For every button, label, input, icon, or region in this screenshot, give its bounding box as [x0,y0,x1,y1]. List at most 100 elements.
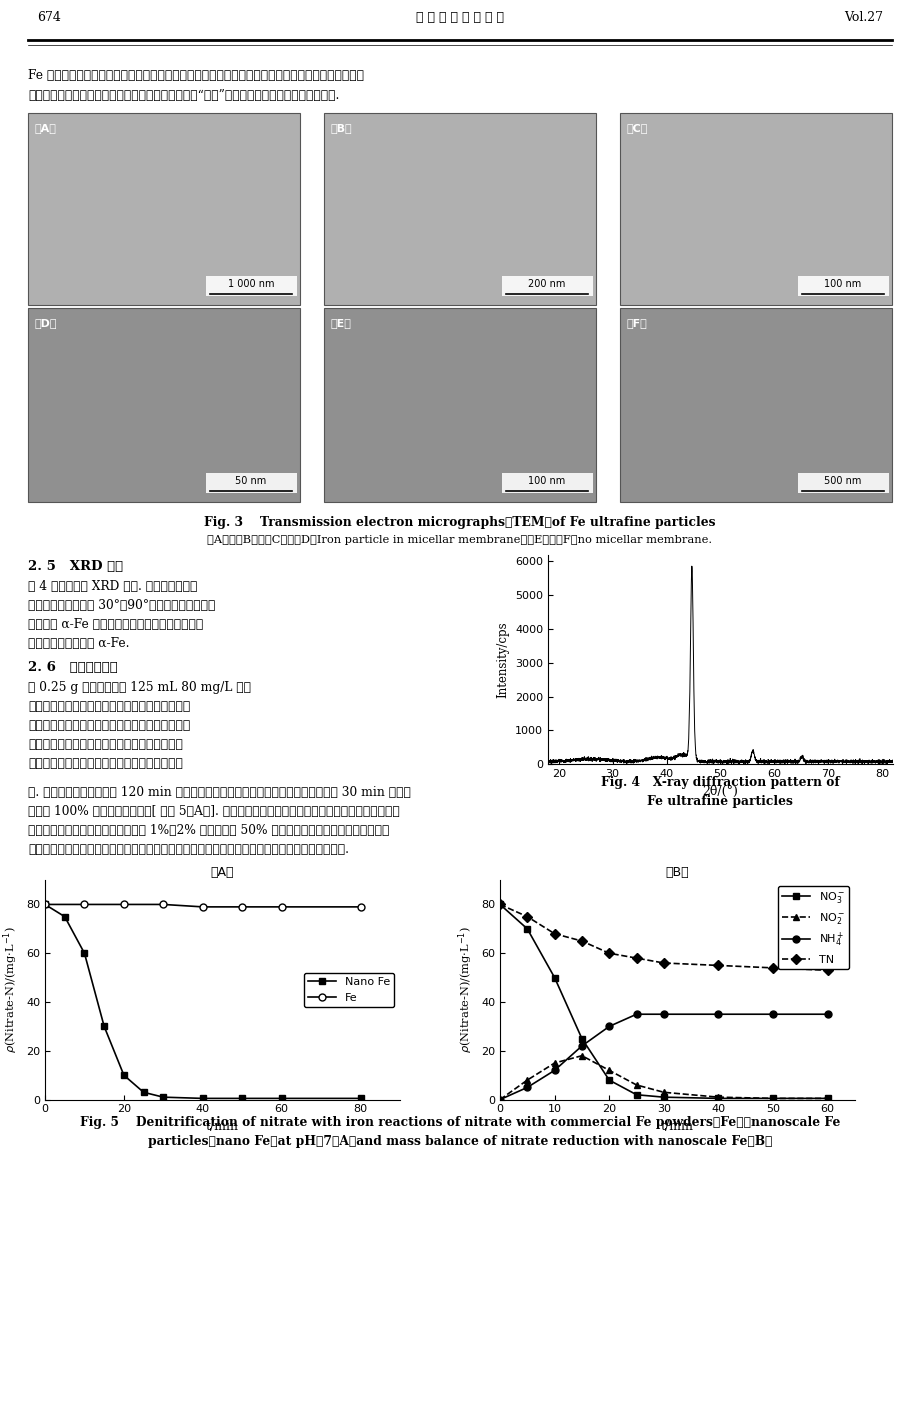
Text: （A），（B），（C），（D）Iron particle in micellar membrane；（E），（F）no micellar membrane.: （A），（B），（C），（D）Iron particle in micellar… [207,535,712,545]
Text: （A）: （A） [35,122,57,132]
NO$_2^-$ [766,1090,777,1107]
Nano Fe [158,1088,169,1105]
Text: 200 nm: 200 nm [528,279,565,289]
Bar [797,473,888,493]
Text: 50 nm: 50 nm [235,476,267,486]
NO$_2^-$ [494,1091,505,1108]
Text: 应，且此反应速度远远快于同样条件下的还原铁: 应，且此反应速度远远快于同样条件下的还原铁 [28,758,183,770]
Y-axis label: Intensity/cps: Intensity/cps [496,621,509,698]
NH$_4^+$ [521,1079,532,1095]
TN [521,908,532,925]
Legend: NO$_3^-$, NO$_2^-$, NH$_4^+$, TN: NO$_3^-$, NO$_2^-$, NH$_4^+$, TN [777,886,848,970]
NH$_4^+$ [822,1005,833,1022]
Text: 图 4 为纳米铁的 XRD 图谱. 可以看到产物中: 图 4 为纳米铁的 XRD 图谱. 可以看到产物中 [28,580,198,593]
Text: 2. 5   XRD 结果: 2. 5 XRD 结果 [28,560,123,573]
NO$_3^-$ [494,895,505,912]
Text: 可获得 100% 礴酸盐氮的去除率[ 见图 5（A）]. 这是由于随着颗粒变小，粒子比表面积显著增大；同时: 可获得 100% 礴酸盐氮的去除率[ 见图 5（A）]. 这是由于随着颗粒变小，… [28,805,400,818]
X-axis label: 2θ/(°): 2θ/(°) [702,784,738,798]
NO$_3^-$ [822,1090,833,1107]
NH$_4^+$ [766,1005,777,1022]
Nano Fe [355,1090,366,1107]
Title: （B）: （B） [665,866,688,879]
Text: 盐模拟废水中，黑色的纳米铁迅速溶解（体系中有: 盐模拟废水中，黑色的纳米铁迅速溶解（体系中有 [28,700,190,714]
Line: NH$_4^+$: NH$_4^+$ [496,1011,830,1102]
NO$_3^-$ [576,1031,587,1048]
Text: particles（nano Fe）at pH＝7（A）and mass balance of nitrate reduction with nanoscale: particles（nano Fe）at pH＝7（A）and mass bal… [148,1135,771,1148]
Text: 100 nm: 100 nm [823,279,861,289]
Text: 500 nm: 500 nm [823,476,861,486]
Bar [619,308,891,501]
Text: 粉. 中性条件下普通铁粉在 120 min 内对礴酸盐几乎无去除效果，而用自制纳米铁粉在 30 min 之内即: 粉. 中性条件下普通铁粉在 120 min 内对礴酸盐几乎无去除效果，而用自制纳… [28,786,411,800]
NO$_3^-$ [549,969,560,986]
NO$_2^-$ [549,1055,560,1071]
Text: Vol.27: Vol.27 [844,11,882,24]
Bar [28,308,300,501]
TN [630,949,641,966]
Fe [119,895,130,912]
Text: 1 000 nm: 1 000 nm [228,279,274,289]
NO$_2^-$ [603,1062,614,1079]
NO$_3^-$ [603,1071,614,1088]
Bar [206,473,297,493]
NO$_3^-$ [658,1088,669,1105]
Text: Fig. 4   X-ray diffraction pattern of: Fig. 4 X-ray diffraction pattern of [600,776,838,790]
TN [658,955,669,972]
NO$_3^-$ [630,1087,641,1104]
Text: （D）: （D） [35,318,57,328]
Nano Fe [59,908,70,925]
Fe [40,895,51,912]
NH$_4^+$ [603,1018,614,1035]
NO$_3^-$ [521,921,532,938]
Nano Fe [79,945,90,962]
NO$_2^-$ [822,1090,833,1107]
TN [549,925,560,942]
NH$_4^+$ [658,1005,669,1022]
Y-axis label: $\rho$(Nitrate-N)/(mg$\cdot$L$^{-1}$): $\rho$(Nitrate-N)/(mg$\cdot$L$^{-1}$) [457,926,475,1053]
NO$_3^-$ [712,1090,723,1107]
Bar [206,276,297,296]
Line: NO$_3^-$: NO$_3^-$ [496,901,830,1102]
Nano Fe [119,1067,130,1084]
Text: 能在中性条件下瞬间与体系中氧化性物质发生反: 能在中性条件下瞬间与体系中氧化性物质发生反 [28,738,183,752]
Text: 2. 6   活性评价结果: 2. 6 活性评价结果 [28,662,118,674]
Fe [79,895,90,912]
Line: Fe: Fe [41,901,364,911]
Nano Fe [236,1090,247,1107]
Text: （C）: （C） [627,122,648,132]
X-axis label: t/min: t/min [206,1119,239,1133]
Text: Fe 粒子不如在微乳液中的分散均匀，且发生不同程度的聚集和絮凝，大多数为不规则的球形体，这是: Fe 粒子不如在微乳液中的分散均匀，且发生不同程度的聚集和絮凝，大多数为不规则的… [28,69,364,82]
Text: （F）: （F） [627,318,647,328]
TN [603,945,614,962]
Nano Fe [276,1090,287,1107]
Nano Fe [98,1018,109,1035]
Text: 氧存在时溶液变为红褐色），表示新制备的纳米铁: 氧存在时溶液变为红褐色），表示新制备的纳米铁 [28,719,190,732]
Legend: Nano Fe, Fe: Nano Fe, Fe [303,973,394,1007]
NO$_2^-$ [712,1088,723,1105]
NO$_2^-$ [576,1048,587,1064]
TN [766,959,777,976]
Text: Fig. 5    Denitrification of nitrate with iron reactions of nitrate with commerc: Fig. 5 Denitrification of nitrate with i… [80,1115,839,1129]
NH$_4^+$ [576,1038,587,1055]
Text: Fig. 3    Transmission electron micrographs（TEM）of Fe ultrafine particles: Fig. 3 Transmission electron micrographs… [204,515,715,529]
Nano Fe [138,1084,149,1101]
Bar [619,113,891,306]
Nano Fe [40,895,51,912]
TN [822,962,833,979]
Line: TN: TN [496,901,830,974]
Text: Fe ultrafine particles: Fe ultrafine particles [646,796,792,808]
X-axis label: t/min: t/min [660,1119,693,1133]
Text: 性大幅度提高，具有比普通铁粉大得多的比表面积和更高的表面活性，更容易与污染物接解和反应.: 性大幅度提高，具有比普通铁粉大得多的比表面积和更高的表面活性，更容易与污染物接解… [28,843,348,856]
NH$_4^+$ [712,1005,723,1022]
Fe [158,895,169,912]
TN [494,895,505,912]
Line: NO$_2^-$: NO$_2^-$ [496,1052,830,1102]
Text: （E）: （E） [331,318,351,328]
Bar [323,113,596,306]
Bar [797,276,888,296]
NO$_2^-$ [658,1084,669,1101]
Text: 674: 674 [37,11,61,24]
Bar [323,308,596,501]
Fe [355,898,366,915]
Text: 高 等 学 校 化 学 学 报: 高 等 学 校 化 学 学 报 [415,11,504,24]
Text: 表面原子所占比例会由微米尺度时的 1%～2% 急剧增长到 50% 以上，这使得纳米粒子的物理化学活: 表面原子所占比例会由微米尺度时的 1%～2% 急剧增长到 50% 以上，这使得纳… [28,824,389,838]
